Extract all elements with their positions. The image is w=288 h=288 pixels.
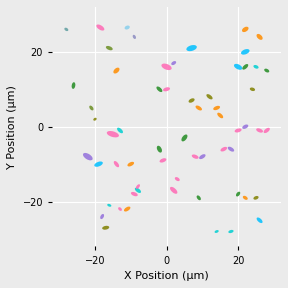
Ellipse shape — [241, 49, 249, 55]
Ellipse shape — [64, 28, 68, 31]
Ellipse shape — [236, 192, 240, 196]
Ellipse shape — [215, 230, 219, 233]
Ellipse shape — [125, 26, 130, 30]
Y-axis label: Y Position (μm): Y Position (μm) — [7, 85, 17, 169]
Ellipse shape — [181, 134, 187, 141]
Ellipse shape — [113, 68, 120, 73]
Ellipse shape — [171, 61, 176, 65]
Ellipse shape — [94, 162, 103, 167]
Ellipse shape — [160, 158, 166, 162]
Ellipse shape — [228, 230, 234, 233]
Ellipse shape — [136, 184, 140, 189]
Ellipse shape — [89, 106, 94, 110]
Ellipse shape — [131, 192, 138, 196]
Ellipse shape — [96, 24, 104, 31]
Ellipse shape — [228, 147, 234, 152]
Ellipse shape — [133, 35, 136, 39]
Ellipse shape — [170, 187, 177, 194]
Ellipse shape — [242, 124, 248, 129]
Ellipse shape — [250, 88, 255, 91]
Ellipse shape — [257, 217, 263, 223]
Ellipse shape — [161, 64, 172, 70]
Ellipse shape — [72, 82, 75, 89]
Ellipse shape — [157, 146, 162, 153]
Ellipse shape — [127, 162, 134, 166]
Ellipse shape — [235, 128, 242, 132]
Ellipse shape — [217, 113, 223, 118]
Ellipse shape — [107, 131, 119, 137]
Ellipse shape — [242, 64, 248, 70]
Ellipse shape — [93, 118, 97, 121]
Ellipse shape — [199, 154, 206, 159]
Ellipse shape — [256, 128, 263, 133]
Ellipse shape — [189, 98, 195, 103]
Ellipse shape — [124, 206, 130, 211]
Ellipse shape — [83, 153, 93, 160]
Ellipse shape — [106, 46, 113, 50]
Ellipse shape — [192, 154, 199, 159]
Ellipse shape — [213, 106, 220, 110]
Ellipse shape — [107, 204, 111, 207]
Ellipse shape — [264, 69, 269, 73]
Ellipse shape — [234, 64, 242, 70]
Ellipse shape — [102, 226, 109, 230]
Ellipse shape — [196, 105, 202, 111]
Ellipse shape — [257, 34, 263, 40]
Ellipse shape — [253, 65, 259, 69]
Ellipse shape — [264, 128, 270, 133]
Ellipse shape — [118, 207, 122, 211]
Ellipse shape — [175, 177, 180, 181]
Ellipse shape — [243, 196, 248, 200]
Ellipse shape — [156, 86, 162, 92]
Ellipse shape — [163, 87, 170, 91]
Ellipse shape — [100, 214, 104, 219]
Ellipse shape — [117, 128, 123, 133]
X-axis label: X Position (μm): X Position (μm) — [124, 271, 209, 281]
Ellipse shape — [242, 27, 249, 32]
Ellipse shape — [197, 196, 201, 200]
Ellipse shape — [114, 161, 119, 167]
Ellipse shape — [221, 147, 227, 151]
Ellipse shape — [186, 45, 197, 51]
Ellipse shape — [253, 196, 259, 200]
Ellipse shape — [206, 94, 213, 99]
Ellipse shape — [135, 188, 141, 193]
